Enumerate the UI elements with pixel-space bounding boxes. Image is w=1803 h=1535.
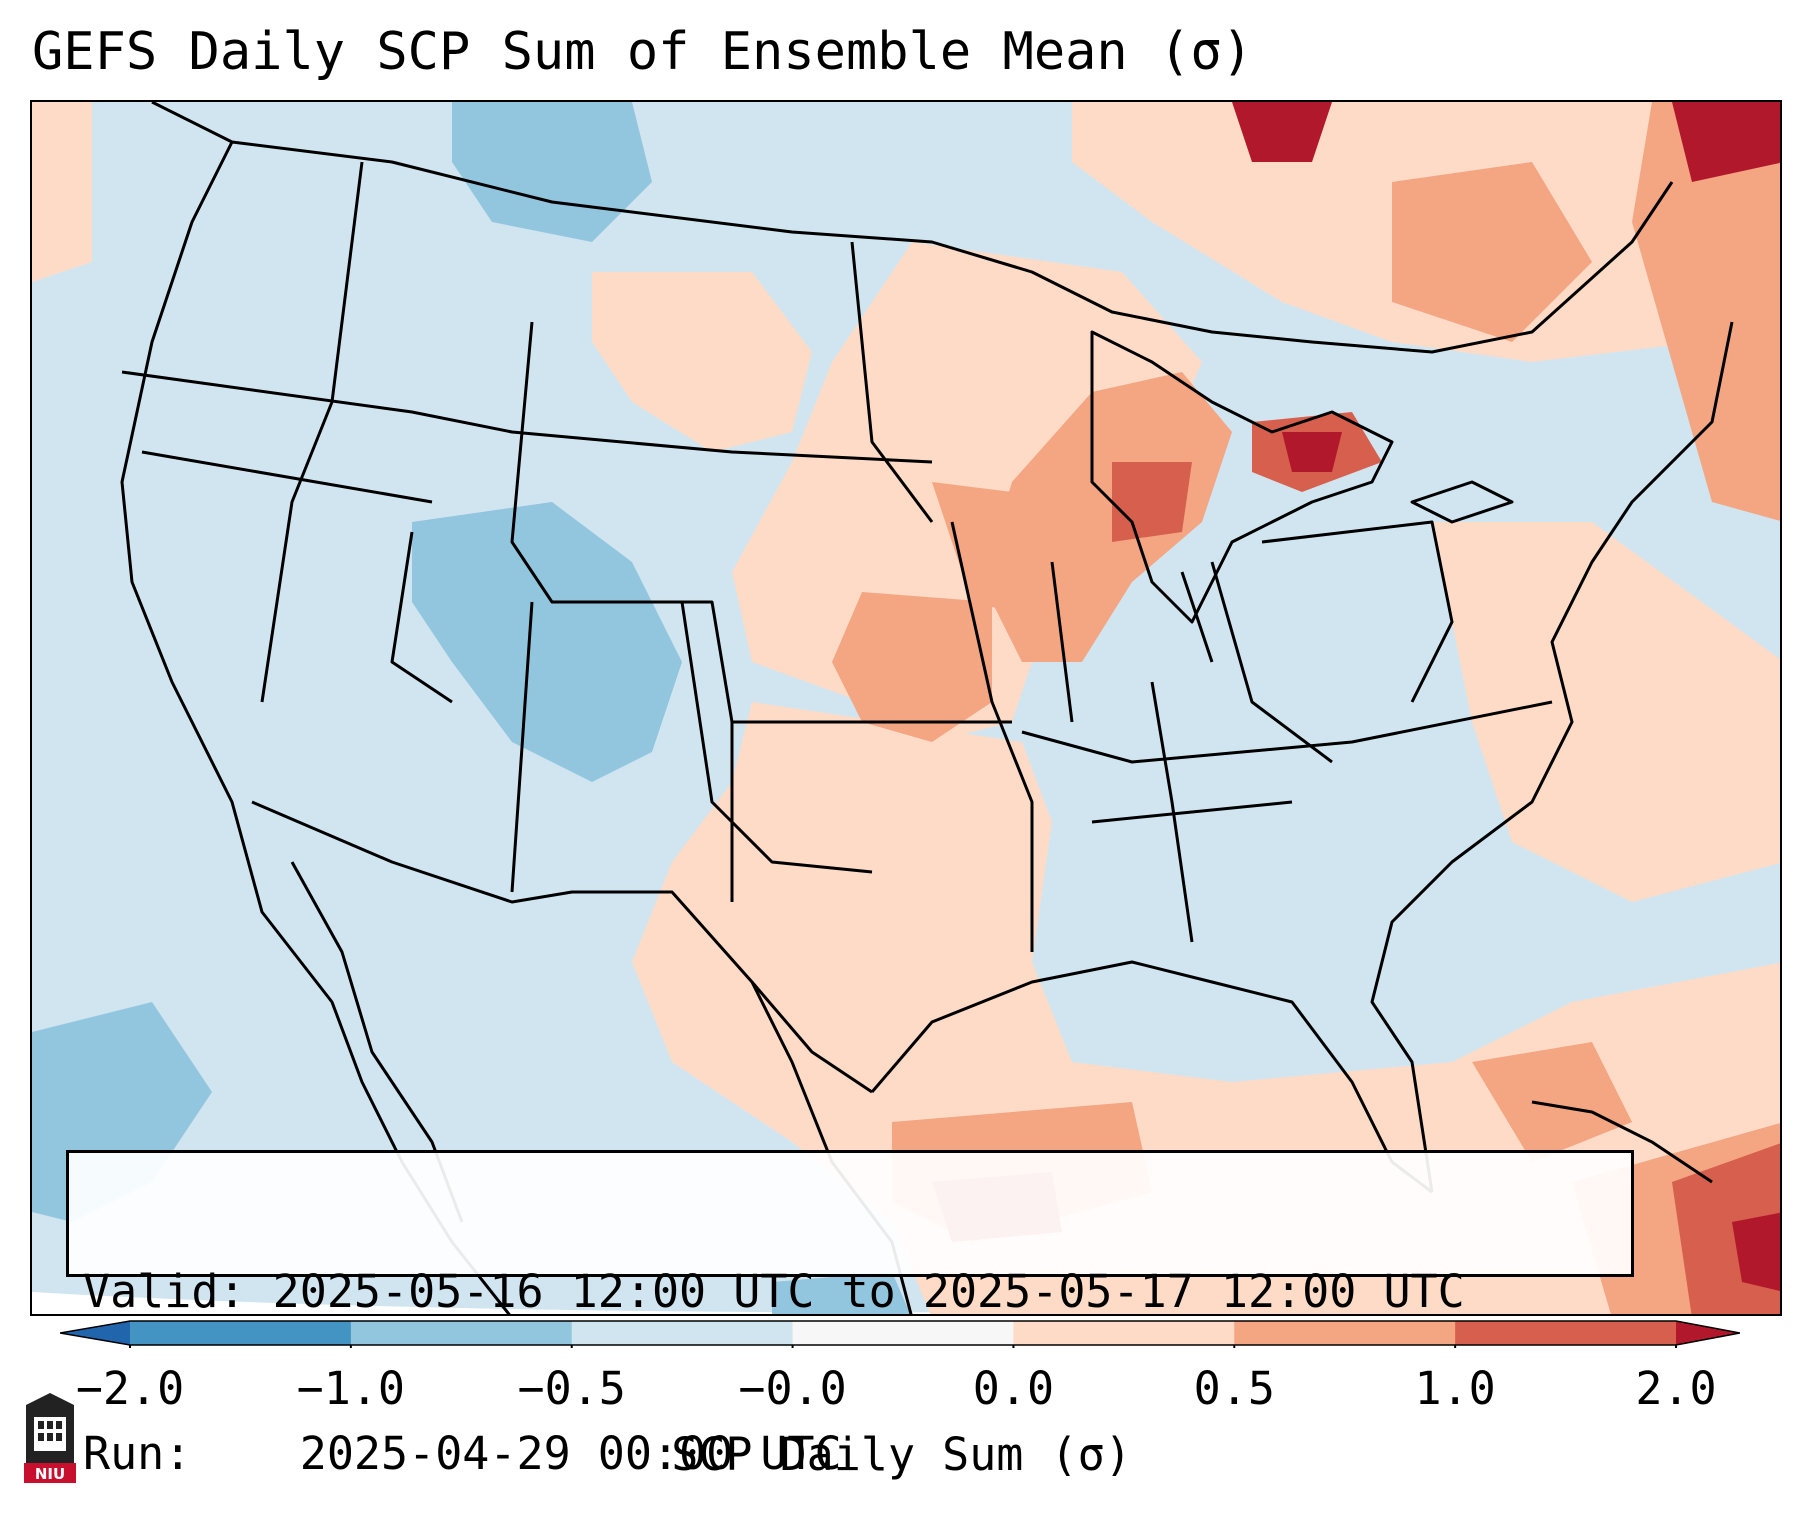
state-lines [121,161,1553,952]
colorbar-tick-label: 2.0 [1635,1362,1717,1415]
valid-line: Valid: 2025-05-16 12:00 UTC to 2025-05-1… [83,1265,1631,1319]
colorbar-segment [1013,1321,1235,1345]
colorbar-segment [1234,1321,1456,1345]
gulf-coast [870,960,1433,1194]
us-canada-border [151,102,1674,354]
cuba-outline [1531,1100,1713,1184]
colorbar-label: SCP Daily Sum (σ) [671,1428,1132,1481]
colorbar-segment [350,1321,573,1345]
colorbar-segment [792,1321,1014,1345]
colorbar-outline [60,1320,1740,1346]
run-value: 2025-04-29 00:00 UTC [299,1427,842,1480]
colorbar [60,1320,1740,1348]
colorbar-tick-label: −2.0 [75,1362,185,1415]
colorbar-extend-low [60,1321,130,1345]
scp-map [32,102,1780,1314]
colorbar-segment [130,1321,352,1345]
colorbar-tick-label: −1.0 [296,1362,406,1415]
valid-label: Valid: [83,1265,246,1318]
colorbar-segment [571,1321,794,1345]
map-panel[interactable] [30,100,1782,1316]
colorbar-tick-label: −0.0 [738,1362,847,1415]
east-coast [1370,321,1734,1193]
run-label: Run: [83,1427,192,1480]
run-line: Run: 2025-04-29 00:00 UTC [83,1427,1631,1481]
colorbar-tick-label: 0.0 [972,1362,1055,1415]
projection-edge [32,1292,1780,1314]
colorbar-tick-label: −0.5 [517,1362,626,1415]
colorbar-segments [60,1321,1740,1348]
niu-logo-icon: NIU [24,1393,76,1483]
colorbar-segment [1455,1321,1677,1345]
valid-run-box: Valid: 2025-05-16 12:00 UTC to 2025-05-1… [66,1150,1634,1480]
valid-value: 2025-05-16 12:00 UTC to 2025-05-17 12:00… [272,1265,1465,1318]
colorbar-tick-label: 0.5 [1193,1362,1275,1415]
great-lakes [1090,330,1514,624]
us-mexico-border [251,800,873,1094]
colorbar-tick-label: 1.0 [1414,1362,1496,1415]
colorbar-extend-high [1676,1321,1740,1345]
logo-text: NIU [35,1465,65,1483]
west-coast [120,141,511,1314]
page-title: GEFS Daily SCP Sum of Ensemble Mean (σ) [32,22,1253,82]
